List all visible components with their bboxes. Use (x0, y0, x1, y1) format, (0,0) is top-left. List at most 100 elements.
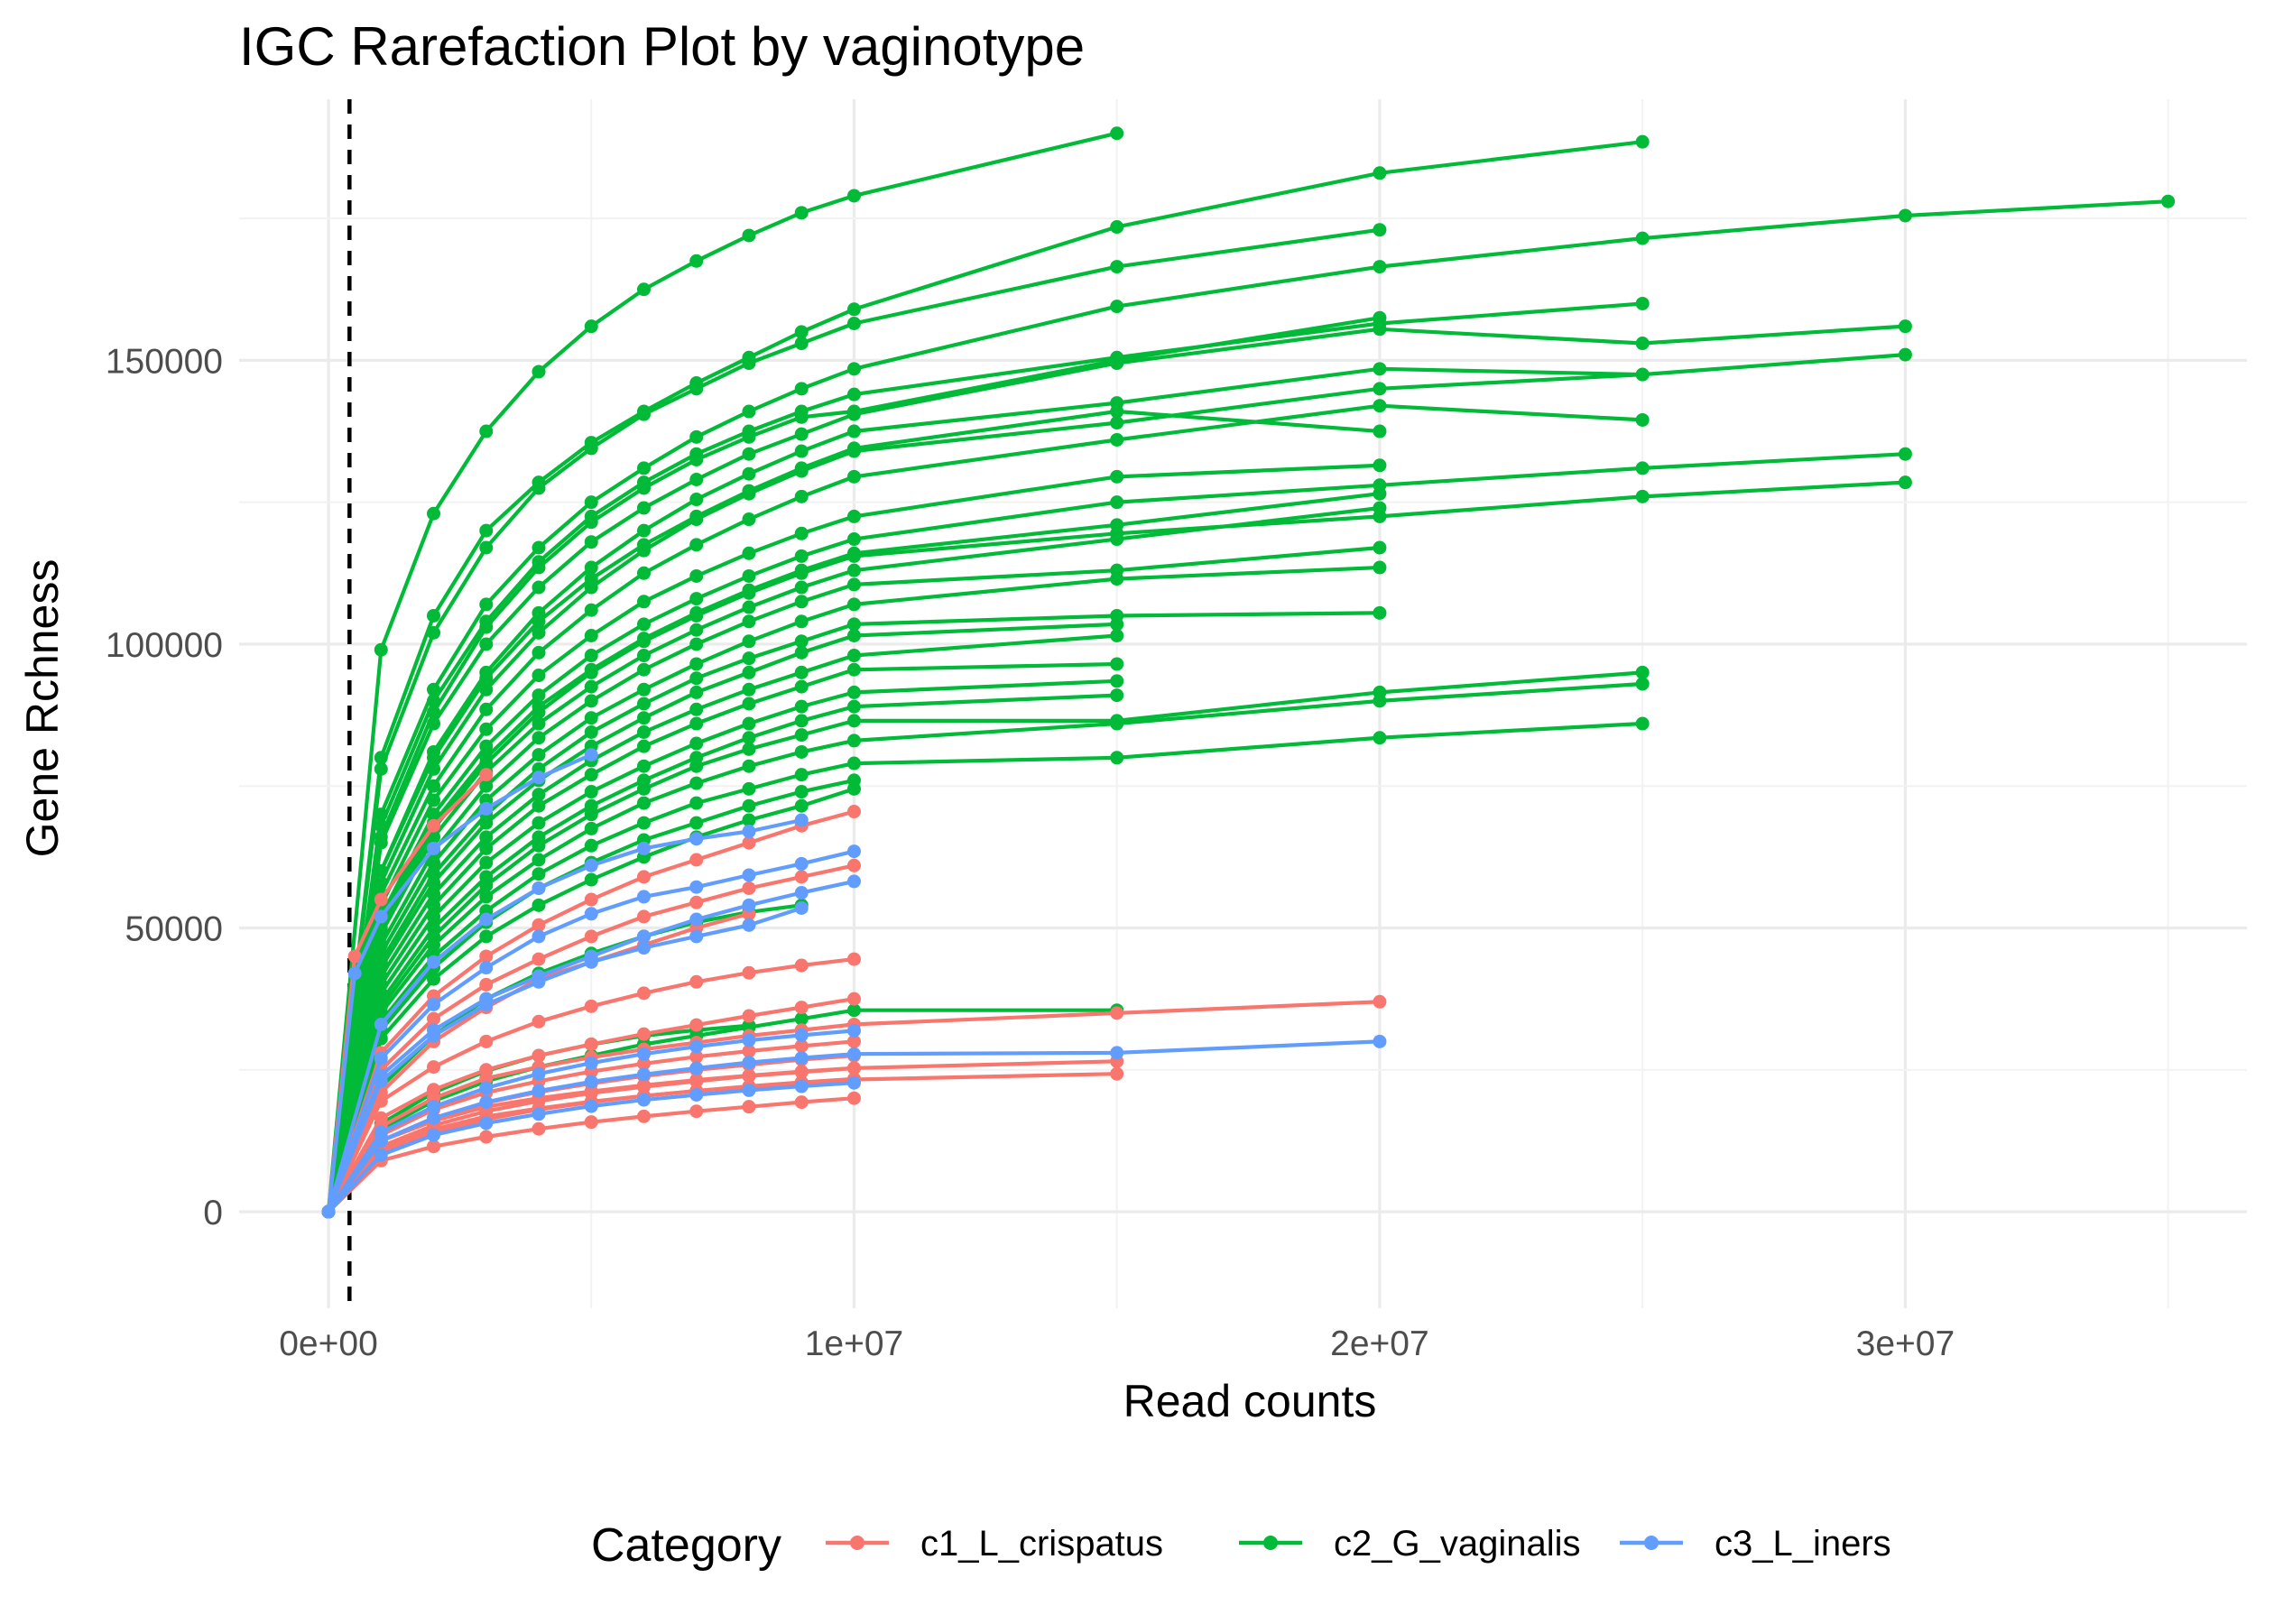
data-point (846, 1047, 861, 1061)
data-point (374, 1017, 388, 1031)
data-point (479, 830, 494, 844)
data-point (794, 785, 809, 799)
data-point (742, 716, 756, 731)
data-point (479, 977, 494, 992)
data-point (1373, 560, 1387, 575)
data-point (584, 711, 598, 725)
data-point (636, 1093, 651, 1107)
data-point (532, 798, 546, 813)
data-point (794, 489, 809, 503)
data-point (846, 629, 861, 643)
data-point (427, 937, 441, 952)
data-point (636, 739, 651, 753)
data-point (742, 742, 756, 756)
data-point (1898, 347, 1912, 362)
data-point (374, 830, 388, 844)
data-point (742, 881, 756, 895)
data-point (1373, 166, 1387, 180)
data-point (427, 506, 441, 521)
data-point (1110, 1006, 1124, 1020)
data-point (1110, 220, 1124, 235)
legend-label: c3_L_iners (1715, 1524, 1891, 1564)
data-point (584, 724, 598, 739)
data-point (347, 949, 362, 964)
data-point (532, 560, 546, 575)
data-point (794, 699, 809, 714)
data-point (742, 1083, 756, 1097)
data-point (374, 892, 388, 907)
data-point (742, 697, 756, 711)
data-point (636, 523, 651, 538)
data-point (742, 1033, 756, 1047)
data-point (532, 816, 546, 830)
data-point (1373, 424, 1387, 438)
data-point (636, 697, 651, 711)
data-point (742, 614, 756, 629)
data-point (532, 918, 546, 932)
data-point (479, 751, 494, 765)
data-point (1635, 665, 1650, 679)
data-point (636, 929, 651, 944)
data-point (584, 1115, 598, 1130)
data-point (794, 728, 809, 743)
data-point (794, 580, 809, 595)
data-point (532, 748, 546, 762)
data-point (1110, 126, 1124, 141)
data-point (374, 1148, 388, 1162)
data-point (689, 853, 704, 867)
data-point (532, 580, 546, 595)
series-line (326, 403, 1643, 1213)
data-point (742, 429, 756, 444)
series-line (326, 681, 1643, 1213)
data-point (846, 1023, 861, 1038)
data-point (689, 1039, 704, 1054)
data-point (689, 429, 704, 444)
data-point (742, 228, 756, 243)
data-point (584, 821, 598, 835)
data-point (636, 538, 651, 552)
series-line (326, 140, 1643, 1213)
data-point (689, 671, 704, 686)
data-point (846, 577, 861, 592)
data-point (742, 665, 756, 679)
data-point (794, 1038, 809, 1053)
data-point (636, 632, 651, 646)
data-point (1110, 674, 1124, 688)
data-point (427, 608, 441, 623)
data-point (794, 856, 809, 871)
data-point (532, 974, 546, 989)
data-point (636, 724, 651, 739)
series-line (326, 817, 802, 1213)
data-point (1635, 489, 1650, 503)
x-tick-label: 3e+07 (1856, 1324, 1955, 1363)
data-point (1373, 382, 1387, 396)
data-point (532, 1107, 546, 1121)
data-point (846, 781, 861, 796)
data-point (584, 807, 598, 822)
data-point (689, 1018, 704, 1032)
series-line (326, 693, 1117, 1213)
data-point (532, 614, 546, 629)
data-point (794, 325, 809, 339)
data-point (584, 1037, 598, 1051)
data-point (846, 1075, 861, 1090)
data-point (532, 645, 546, 660)
series-line (326, 622, 1117, 1213)
data-point (479, 1130, 494, 1144)
data-point (1373, 501, 1387, 515)
data-point (427, 855, 441, 870)
data-point (532, 952, 546, 966)
data-point (742, 759, 756, 773)
data-point (1110, 657, 1124, 671)
data-point (532, 838, 546, 853)
data-point (846, 874, 861, 889)
data-point (584, 649, 598, 663)
data-point (532, 788, 546, 802)
data-point (1635, 337, 1650, 351)
data-point (636, 841, 651, 855)
data-point (427, 1111, 441, 1125)
data-point (846, 992, 861, 1006)
data-point (479, 878, 494, 892)
data-point (794, 714, 809, 728)
data-point (479, 801, 494, 816)
